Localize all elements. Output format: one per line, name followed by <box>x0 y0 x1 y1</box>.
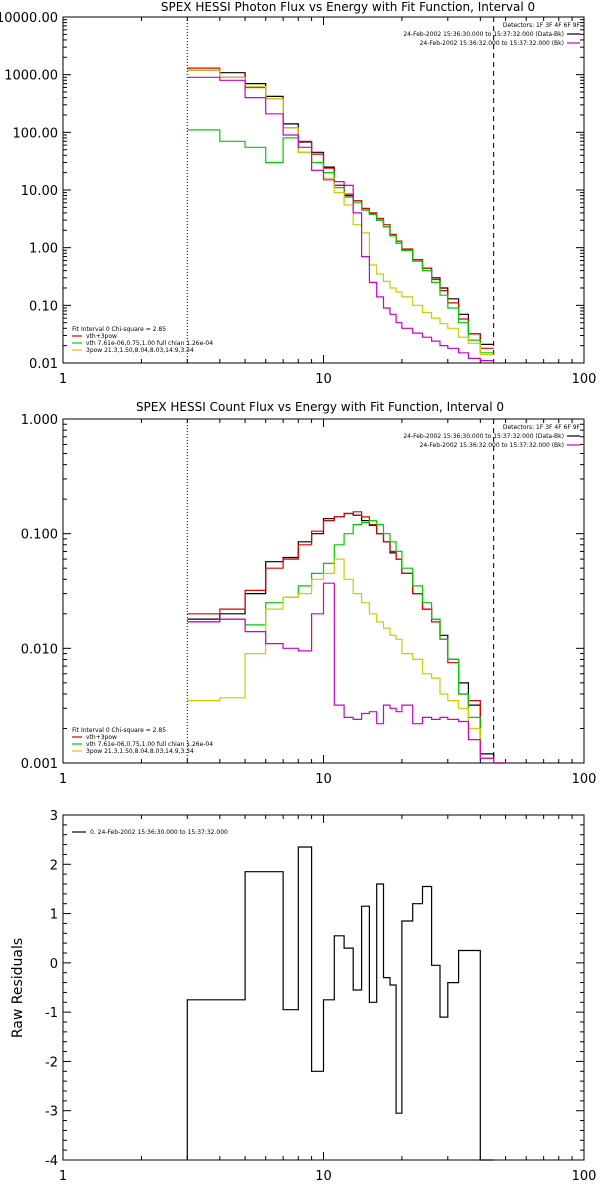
panel1-legend-entry: Detectors: 1F 3F 4F 6F 9F <box>503 22 581 29</box>
panel3-y-tick-label: 0 <box>50 957 58 972</box>
count-flux-fit-legend: Fit Interval 0 Chi-square = 2.85vth+3pow… <box>72 727 213 755</box>
panel1-y-tick-label: 100.00 <box>13 126 59 141</box>
photon-flux-fit-legend: Fit Interval 0 Chi-square = 2.85vth+3pow… <box>72 326 213 354</box>
panel1-y-tick-label: 0.01 <box>29 357 58 372</box>
panel1-legend-entry: 24-Feb-2002 15:36:30.000 to 15:37:32.000… <box>403 31 564 38</box>
panel1-x-tick-label: 10 <box>315 372 332 387</box>
panel3-x-tick-label: 10 <box>315 1169 332 1184</box>
panel1-x-tick-label: 1 <box>59 372 67 387</box>
panel3-legend-entry: 0. 24-Feb-2002 15:36:30.000 to 15:37:32.… <box>90 829 228 836</box>
panel2-fit-legend-entry: Fit Interval 0 Chi-square = 2.85 <box>72 727 166 734</box>
panel1-x-tick-label: 100 <box>572 372 597 387</box>
panel3-x-tick-label: 100 <box>572 1169 597 1184</box>
panel1-series-vth <box>187 129 494 354</box>
count-flux-title: SPEX HESSI Count Flux vs Energy with Fit… <box>136 400 504 414</box>
photon-flux-legend: Detectors: 1F 3F 4F 6F 9F 24-Feb-2002 15:… <box>403 22 580 47</box>
panel1-y-tick-label: 1.00 <box>29 242 58 257</box>
residuals-series <box>186 846 494 1161</box>
panel3-x-tick-label: 1 <box>59 1169 67 1184</box>
residuals-y-axis-label: Raw Residuals <box>10 938 26 1038</box>
panel1-y-tick-label: 10.00 <box>21 184 58 199</box>
panel1-y-tick-label: 0.10 <box>29 299 58 314</box>
panel3-y-tick-label: -3 <box>45 1105 58 1120</box>
photon-flux-axes: 1 10 100 10000.00 1000.00 100.00 10.00 1.00 0.10… <box>0 11 596 387</box>
panel1-fit-legend-entry: vth+3pow <box>86 333 117 340</box>
panel2-fit-legend-entry: vth 7.61e-06,0.75,1.00 full chian 1.26e-… <box>86 741 213 748</box>
panel2-y-tick-label: 0.100 <box>21 528 58 543</box>
panel2-fit-legend-entry: 3pow 21.3,1.50,8.04,8.03,14.9,3.34 <box>86 748 194 755</box>
panel1-y-tick-label: 1000.00 <box>4 69 58 84</box>
panel1-fit-legend-entry: Fit Interval 0 Chi-square = 2.85 <box>72 326 166 333</box>
panel2-legend-entry: Detectors: 1F 3F 4F 6F 9F <box>503 424 581 431</box>
residuals-legend: 0. 24-Feb-2002 15:36:30.000 to 15:37:32.… <box>72 829 228 836</box>
panel1-legend-entry: 24-Feb-2002 15:36:32.000 to 15:37:32.000… <box>420 40 564 47</box>
panel3-y-tick-label: 1 <box>50 908 58 923</box>
panel1-series-3pow <box>187 69 494 356</box>
count-flux-reference-lines <box>186 419 495 763</box>
panel3-y-tick-label: 2 <box>50 858 58 873</box>
panel2-fit-legend-entry: vth+3pow <box>86 734 117 741</box>
panel2-legend-entry: 24-Feb-2002 15:36:30.000 to 15:37:32.000… <box>403 433 564 440</box>
count-flux-legend: Detectors: 1F 3F 4F 6F 9F 24-Feb-2002 15:… <box>403 424 580 449</box>
panel2-series-bk <box>187 582 506 764</box>
panel2-y-tick-label: 0.001 <box>21 757 58 772</box>
panel2-x-tick-label: 10 <box>315 772 332 787</box>
panel2-series-3pow <box>187 558 506 764</box>
panel3-series-0-24-feb-2002-15-36-30-000-to-15-37-32-000 <box>186 846 494 1161</box>
panel2-x-tick-label: 100 <box>572 772 597 787</box>
panel1-fit-legend-entry: vth 7.61e-06,0.75,1.00 full chian 1.26e-… <box>86 340 213 347</box>
panel1-fit-legend-entry: 3pow 21.3,1.50,8.04,8.03,14.9,3.34 <box>86 347 194 354</box>
photon-flux-panel: SPEX HESSI Photon Flux vs Energy with Fi… <box>0 0 596 387</box>
panel2-series-vth-3pow <box>187 511 506 764</box>
count-flux-axes: 1 10 100 1.000 0.100 0.010 0.001 <box>21 413 597 787</box>
count-flux-panel: SPEX HESSI Count Flux vs Energy with Fit… <box>21 400 597 787</box>
panel2-legend-entry: 24-Feb-2002 15:36:32.000 to 15:37:32.000… <box>420 442 564 449</box>
photon-flux-reference-lines <box>186 17 495 363</box>
panel2-y-tick-label: 1.000 <box>21 413 58 428</box>
panel3-y-tick-label: -2 <box>45 1055 58 1070</box>
count-flux-series <box>187 511 506 764</box>
photon-flux-series <box>187 67 494 362</box>
panel3-y-tick-label: -4 <box>45 1154 58 1169</box>
panel3-y-tick-label: 3 <box>50 809 58 824</box>
panel3-y-tick-label: -1 <box>45 1006 58 1021</box>
photon-flux-title: SPEX HESSI Photon Flux vs Energy with Fi… <box>161 0 535 14</box>
panel1-y-tick-label: 10000.00 <box>0 11 58 26</box>
panel2-x-tick-label: 1 <box>59 772 67 787</box>
panel2-y-tick-label: 0.010 <box>21 642 58 657</box>
panel1-series-bk <box>187 76 494 362</box>
